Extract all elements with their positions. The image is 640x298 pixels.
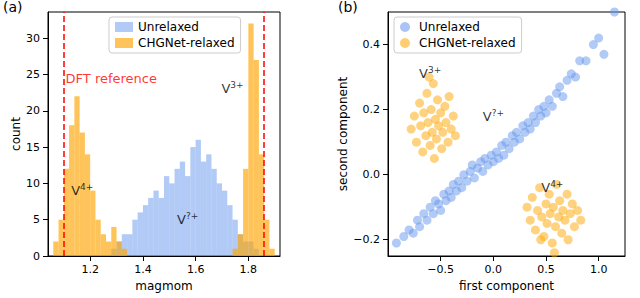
svg-text:15: 15 (26, 141, 40, 154)
svg-text:1.6: 1.6 (187, 263, 205, 276)
svg-text:−0.2: −0.2 (353, 233, 380, 246)
svg-text:5: 5 (33, 213, 40, 226)
svg-text:1.0: 1.0 (590, 263, 608, 276)
svg-text:1.8: 1.8 (240, 263, 257, 276)
svg-text:V: V (541, 180, 550, 195)
svg-text:0: 0 (33, 250, 40, 263)
svg-text:−0.5: −0.5 (427, 263, 454, 276)
svg-text:CHGNet-relaxed: CHGNet-relaxed (419, 36, 516, 50)
svg-text:3+: 3+ (428, 65, 441, 75)
svg-text:4+: 4+ (80, 182, 93, 192)
svg-text:0.0: 0.0 (363, 168, 381, 181)
svg-text:V: V (221, 81, 230, 96)
svg-text:(a): (a) (3, 0, 23, 15)
svg-text:3+: 3+ (230, 80, 243, 90)
svg-text:0.5: 0.5 (537, 263, 555, 276)
svg-text:V: V (71, 183, 80, 198)
svg-text:20: 20 (26, 104, 40, 117)
svg-text:DFT reference: DFT reference (66, 71, 157, 86)
svg-text:4+: 4+ (550, 179, 563, 189)
svg-text:magmom: magmom (135, 279, 192, 293)
svg-text:0.2: 0.2 (363, 103, 381, 116)
svg-text:Unrelaxed: Unrelaxed (138, 20, 199, 34)
svg-text:second component: second component (336, 76, 350, 191)
svg-text:0.0: 0.0 (485, 263, 503, 276)
svg-text:1.4: 1.4 (134, 263, 152, 276)
svg-text:V: V (177, 212, 186, 227)
svg-text:V: V (419, 66, 428, 81)
svg-text:?+: ?+ (492, 108, 504, 118)
svg-text:count: count (9, 117, 23, 151)
svg-text:(b): (b) (338, 0, 358, 15)
svg-text:25: 25 (26, 68, 40, 81)
svg-text:?+: ?+ (186, 211, 198, 221)
svg-text:first component: first component (459, 279, 554, 293)
svg-text:Unrelaxed: Unrelaxed (419, 20, 480, 34)
svg-text:CHGNet-relaxed: CHGNet-relaxed (138, 36, 235, 50)
svg-text:30: 30 (26, 32, 40, 45)
svg-text:0.4: 0.4 (363, 38, 381, 51)
svg-text:10: 10 (26, 177, 40, 190)
svg-text:1.2: 1.2 (81, 263, 99, 276)
svg-text:V: V (483, 109, 492, 124)
